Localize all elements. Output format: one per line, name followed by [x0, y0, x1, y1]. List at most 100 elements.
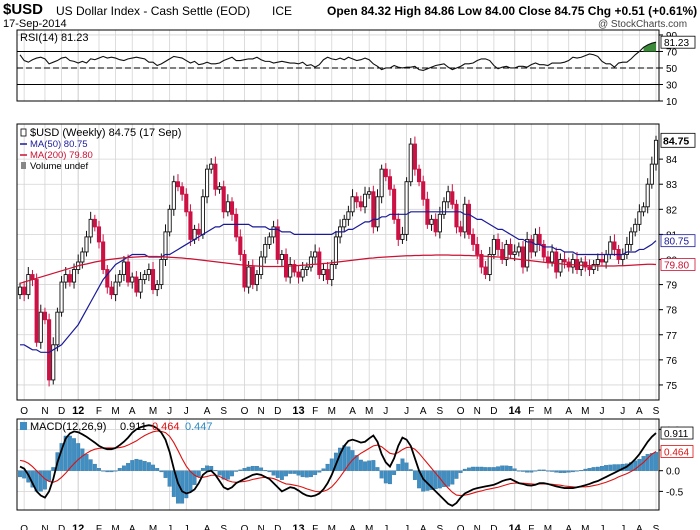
macd-histogram-bar	[537, 469, 542, 471]
price-x-tick-label: M	[149, 406, 157, 417]
price-candle	[367, 191, 372, 195]
macd-histogram-bar	[562, 470, 567, 473]
price-candle	[417, 168, 422, 183]
price-candle	[126, 261, 131, 283]
header-ohlc: Open 84.32 High 84.86 Low 84.00 Close 84…	[327, 4, 700, 18]
price-candle	[371, 191, 376, 228]
macd-histogram-bar	[121, 465, 126, 471]
price-candle	[633, 223, 638, 233]
macd-histogram-bar	[259, 467, 264, 471]
price-candle	[180, 186, 185, 195]
price-candle	[362, 193, 368, 208]
macd-histogram-bar	[130, 460, 135, 471]
macd-x-tick-label: O	[457, 524, 465, 530]
price-candle	[59, 281, 64, 313]
macd-legend-icon	[20, 422, 27, 430]
price-x-tick-label: D	[490, 406, 497, 417]
price-candle	[205, 168, 210, 198]
macd-histogram-bar	[321, 468, 326, 471]
macd-histogram-bar	[375, 467, 380, 471]
price-x-tick-label: M	[581, 406, 589, 417]
macd-histogram-bar	[400, 458, 405, 471]
price-candle	[471, 233, 476, 245]
macd-histogram-bar	[92, 463, 97, 471]
price-candle	[608, 241, 613, 255]
macd-histogram-bar	[579, 470, 584, 472]
macd-histogram-bar	[267, 470, 272, 473]
macd-histogram-bar	[446, 470, 451, 487]
price-candle	[101, 241, 106, 270]
macd-histogram-bar	[525, 470, 530, 473]
price-x-tick-label: O	[241, 406, 249, 417]
price-candle	[599, 259, 605, 263]
macd-histogram-bar	[288, 470, 293, 474]
macd-y-tick-label: -0.5	[666, 487, 684, 498]
macd-x-tick-label: D	[58, 524, 65, 530]
price-candle	[113, 281, 118, 296]
price-candle	[254, 274, 259, 286]
macd-x-tick-label: J	[167, 524, 172, 530]
price-candle	[454, 203, 459, 228]
macd-histogram-bar	[84, 454, 89, 471]
price-candle	[246, 266, 251, 288]
price-candle	[396, 218, 401, 240]
price-x-tick-label: 13	[292, 405, 304, 417]
price-candle	[433, 218, 438, 233]
price-x-tick-label: M	[111, 406, 119, 417]
macd-histogram-bar	[500, 465, 505, 471]
rsi-line	[19, 41, 657, 72]
rsi-y-tick-label: 70	[666, 47, 678, 58]
price-candle	[545, 256, 550, 263]
price-candle	[34, 279, 39, 343]
price-x-tick-label: S	[653, 406, 660, 417]
price-candle	[483, 266, 488, 275]
macd-histogram-bar	[196, 470, 201, 477]
macd-x-tick-label: A	[565, 524, 572, 530]
watermark: @ StockCharts.com	[598, 19, 688, 30]
macd-x-tick-label: M	[328, 524, 336, 530]
price-candle	[437, 213, 442, 233]
macd-tag-label: 0.464	[664, 448, 689, 459]
macd-histogram-bar	[317, 470, 322, 473]
macd-x-tick-label: F	[312, 524, 318, 530]
macd-histogram-bar	[437, 470, 442, 489]
price-candle	[250, 266, 255, 286]
price-candle	[612, 241, 617, 250]
price-x-tick-label: A	[420, 406, 427, 417]
macd-histogram-bar	[109, 470, 114, 473]
price-y-tick-label: 76	[666, 356, 678, 367]
macd-histogram-bar	[462, 468, 467, 471]
header-exchange: ICE	[272, 4, 293, 18]
macd-histogram-bar	[51, 467, 56, 471]
rsi-frame	[16, 29, 660, 102]
macd-histogram-bar	[238, 469, 243, 471]
macd-histogram-bar	[313, 470, 318, 475]
macd-histogram-bar	[516, 470, 521, 472]
macd-histogram-bar	[284, 470, 288, 477]
price-candle	[63, 274, 68, 283]
macd-histogram-bar	[63, 435, 68, 471]
price-candle	[88, 218, 93, 238]
price-candle	[508, 243, 513, 255]
price-candle	[26, 274, 31, 296]
macd-histogram-bar	[200, 468, 205, 471]
rsi-overbought-fill	[643, 42, 656, 52]
price-candle	[263, 243, 268, 258]
price-candle	[308, 256, 314, 268]
macd-histogram-bar	[408, 469, 413, 471]
price-candle	[333, 236, 338, 265]
price-candle	[537, 233, 542, 245]
price-candle	[321, 269, 326, 275]
price-candle	[458, 226, 463, 233]
header-symbol: $USD	[3, 1, 44, 18]
price-candle	[221, 186, 226, 213]
price-candle	[275, 226, 280, 260]
price-candle	[591, 264, 596, 270]
macd-histogram-bar	[22, 470, 27, 479]
price-candle	[342, 218, 347, 228]
macd-histogram-bar	[296, 470, 301, 476]
macd-histogram-bar	[250, 466, 255, 471]
macd-x-tick-label: J	[620, 524, 625, 530]
price-candle	[105, 269, 110, 288]
